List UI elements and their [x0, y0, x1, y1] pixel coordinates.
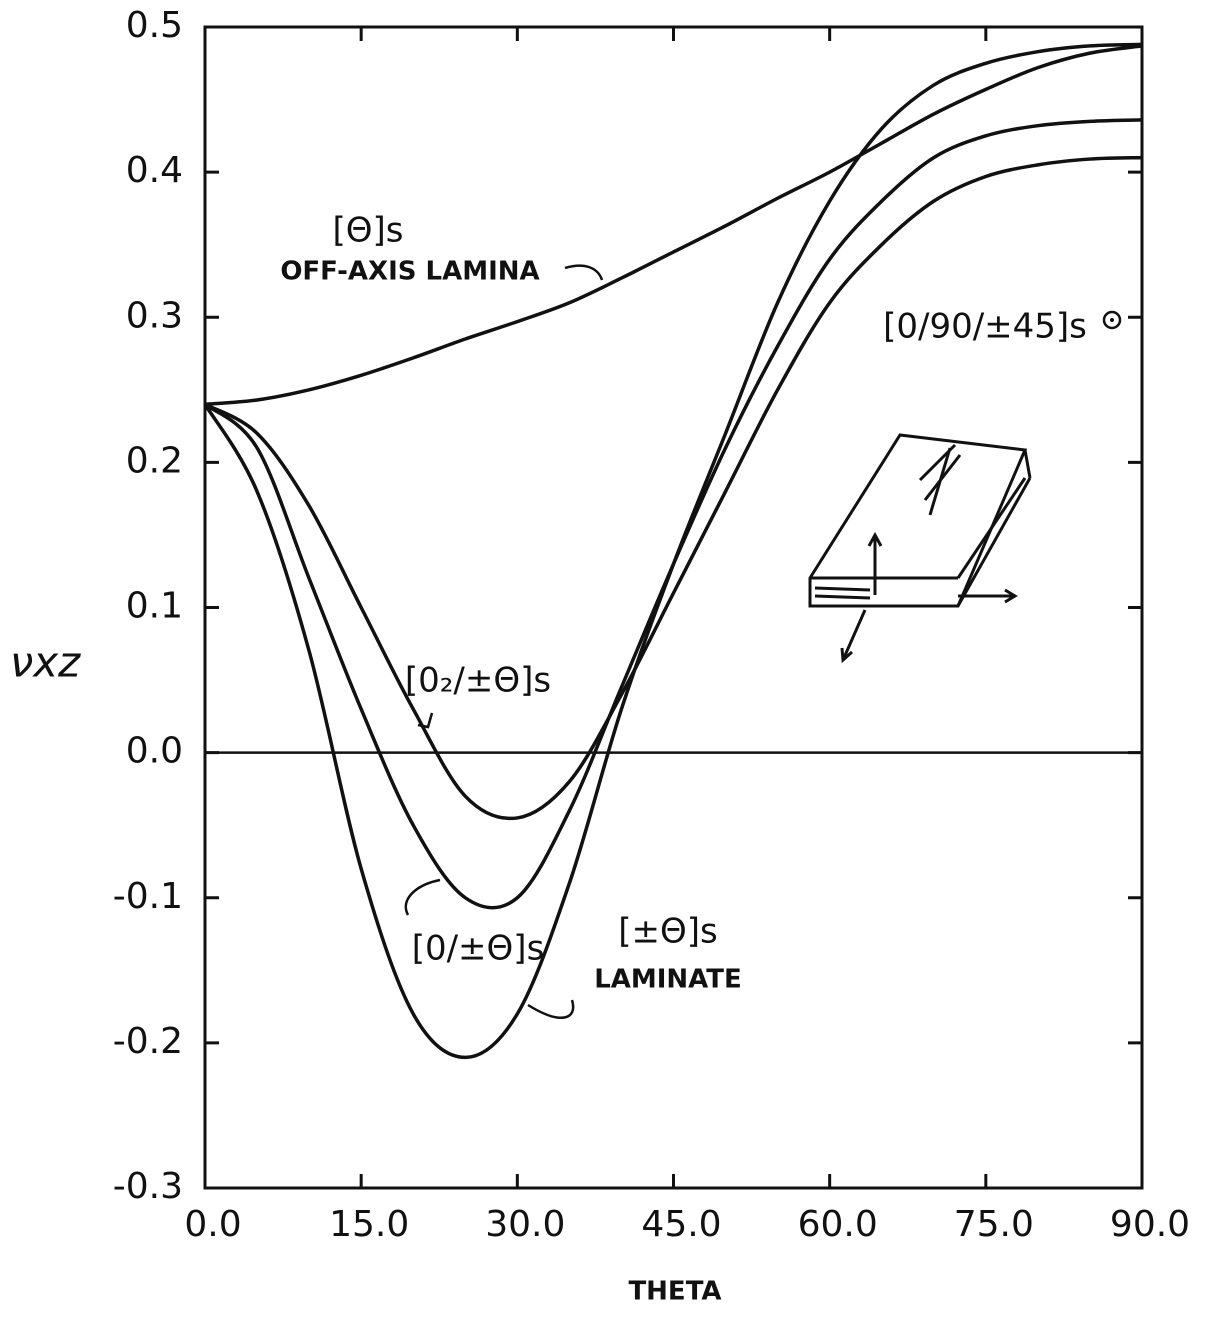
- x-tick-label: 90.0: [1110, 1204, 1190, 1245]
- annotation: OFF-AXIS LAMINA: [280, 257, 539, 287]
- y-tick-label: 0.3: [126, 295, 183, 336]
- marker-symbol: [1110, 318, 1114, 322]
- series-label: [Θ]s: [332, 211, 403, 251]
- x-axis-label: THETA: [628, 1277, 721, 1307]
- series-label: [0/±Θ]s: [412, 929, 545, 969]
- line-series: [204, 155, 1143, 821]
- y-tick-label: -0.2: [113, 1021, 183, 1062]
- annotation: LAMINATE: [594, 965, 742, 995]
- pointer-arrow: [527, 999, 575, 1019]
- pointer-arrow: [564, 264, 604, 281]
- x-tick-label: 45.0: [641, 1204, 721, 1245]
- pointer-arrow: [417, 712, 434, 729]
- y-tick-label: -0.3: [113, 1166, 183, 1207]
- line-series: [204, 44, 1143, 407]
- x-tick-label: 0.0: [184, 1204, 241, 1245]
- x-tick-label: 30.0: [485, 1204, 565, 1245]
- y-tick-label: 0.1: [126, 586, 183, 627]
- y-tick-label: 0.4: [126, 150, 183, 191]
- y-tick-label: 0.0: [126, 731, 183, 772]
- series-label: [±Θ]s: [618, 912, 718, 952]
- x-tick-label: 60.0: [798, 1204, 878, 1245]
- marker-symbol: [1102, 310, 1122, 330]
- y-tick-label: 0.5: [126, 5, 183, 46]
- series-label: [0₂/±Θ]s: [405, 661, 551, 701]
- y-axis-label: νxz: [10, 638, 81, 687]
- annotation: [0/90/±45]s: [883, 307, 1087, 347]
- y-tick-label: -0.1: [113, 876, 183, 917]
- specimen-sketch: [808, 433, 1032, 664]
- y-tick-label: 0.2: [126, 440, 183, 481]
- pointer-arrow: [404, 878, 441, 916]
- x-tick-label: 75.0: [954, 1204, 1034, 1245]
- x-tick-label: 15.0: [329, 1204, 409, 1245]
- line-series: [203, 118, 1143, 910]
